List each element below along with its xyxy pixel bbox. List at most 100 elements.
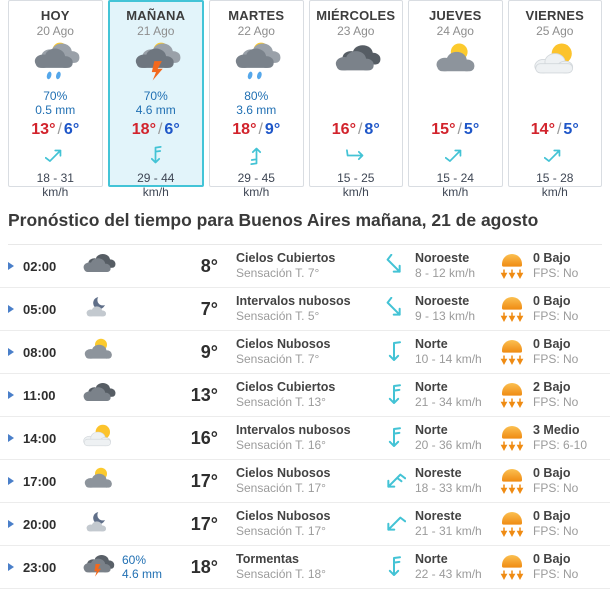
expand-row-icon[interactable]: [8, 563, 14, 571]
dark-clouds-icon: [80, 380, 116, 410]
expand-row-icon[interactable]: [8, 305, 14, 313]
day-card-jueves[interactable]: JUEVES 24 Ago 15°/5° 15 - 24 km/h: [408, 0, 503, 199]
uv-info: 0 Bajo FPS: No: [533, 552, 579, 582]
hourly-row-0800[interactable]: 08:00 9° Cielos Nubosos Sensación T. 7° N…: [0, 331, 610, 374]
wind-speed-range: 15 - 24: [436, 171, 474, 185]
wind-info: Noroeste 9 - 13 km/h: [415, 294, 476, 324]
temp-max: 16°: [331, 121, 356, 138]
expand-row-icon[interactable]: [8, 520, 14, 528]
hour-temperature: 16°: [190, 427, 218, 448]
uv-index-icon: [499, 296, 525, 322]
condition-info: Cielos Nubosos Sensación T. 17°: [236, 509, 331, 539]
moon-cloud-icon: [80, 509, 116, 539]
wind-speed-unit: km/h: [342, 185, 369, 200]
wind-speed-range: 29 - 45: [237, 171, 275, 185]
day-card-martes[interactable]: MARTES 22 Ago 80% 3.6 mm 18°/9° 29 - 45 k…: [209, 0, 304, 199]
uv-index-icon: [499, 511, 525, 537]
expand-row-icon[interactable]: [8, 391, 14, 399]
sun-behind-cloud-icon: [80, 466, 116, 496]
uv-info: 0 Bajo FPS: No: [533, 251, 579, 281]
day-date: 21 Ago: [137, 24, 175, 38]
uv-index-icon: [499, 554, 525, 580]
precipitation-info: 60% 4.6 mm: [122, 552, 163, 581]
hour-label: 05:00: [23, 301, 57, 317]
day-card-hoy[interactable]: HOY 20 Ago 70% 0.5 mm 13°/6° 18 - 31 km/h: [8, 0, 103, 199]
hour-label: 14:00: [23, 430, 57, 446]
sun-behind-cloud-icon: [429, 41, 481, 83]
hourly-row-2000[interactable]: 20:00 17° Cielos Nubosos Sensación T. 17°…: [0, 503, 610, 546]
day-name: MAÑANA: [126, 8, 186, 23]
wind-direction-icon: [382, 297, 406, 321]
hour-label: 11:00: [23, 387, 56, 403]
day-card-viernes[interactable]: VIERNES 25 Ago 14°/5° 15 - 28 km/h: [507, 0, 602, 199]
day-date: 23 Ago: [337, 24, 375, 38]
expand-row-icon[interactable]: [8, 348, 14, 356]
wind-direction-icon: [246, 145, 267, 166]
wind-speed-range: 15 - 28: [536, 171, 574, 185]
wind-direction-icon: [382, 254, 406, 278]
hourly-row-0200[interactable]: 02:00 8° Cielos Cubiertos Sensación T. 7°…: [0, 245, 610, 288]
day-card-miercoles[interactable]: MIÉRCOLES 23 Ago 16°/8° 15 - 25 km/h: [308, 0, 403, 199]
wind-direction-icon: [45, 145, 66, 166]
temperature-range: 14°/5°: [530, 121, 579, 138]
hour-temperature: 8°: [200, 255, 218, 276]
dark-clouds-icon: [80, 251, 116, 281]
hourly-row-1400[interactable]: 14:00 16° Intervalos nubosos Sensación T.…: [0, 417, 610, 460]
sun-white-cloud-icon: [80, 423, 116, 453]
temp-max: 18°: [232, 121, 257, 138]
wind-direction-icon: [445, 145, 466, 166]
wind-direction-icon: [345, 145, 366, 166]
hourly-row-2300[interactable]: 23:00 60% 4.6 mm 18° Tormentas Sensación T…: [0, 546, 610, 589]
wind-direction-icon: [382, 512, 406, 536]
wind-direction-icon: [382, 555, 406, 579]
uv-index-icon: [499, 253, 525, 279]
day-name: MARTES: [228, 8, 285, 23]
precipitation-info: 80% 3.6 mm: [236, 89, 277, 118]
cloud-rain-sun-icon: [29, 41, 81, 83]
wind-speed-unit: km/h: [142, 185, 169, 200]
temp-min: 5°: [563, 121, 579, 138]
wind-info: Noreste 21 - 31 km/h: [415, 509, 482, 539]
expand-row-icon[interactable]: [8, 262, 14, 270]
wind-direction-icon: [382, 469, 406, 493]
hour-temperature: 13°: [190, 384, 218, 405]
uv-index-icon: [499, 382, 525, 408]
wind-speed-unit: km/h: [541, 185, 568, 200]
day-date: 20 Ago: [36, 24, 74, 38]
day-name: HOY: [40, 8, 70, 23]
wind-speed-range: 15 - 25: [337, 171, 375, 185]
hour-label: 23:00: [23, 559, 57, 575]
precipitation-info: [509, 89, 602, 117]
hour-label: 08:00: [23, 344, 57, 360]
hour-temperature: 9°: [200, 341, 218, 362]
temperature-range: 18°/6°: [131, 121, 180, 138]
condition-info: Cielos Cubiertos Sensación T. 13°: [236, 380, 336, 410]
hourly-row-1100[interactable]: 11:00 13° Cielos Cubiertos Sensación T. 1…: [0, 374, 610, 417]
day-date: 25 Ago: [536, 24, 574, 38]
cloud-lightning-icon: [80, 552, 116, 582]
expand-row-icon[interactable]: [8, 434, 14, 442]
temp-min: 9°: [264, 121, 281, 138]
sun-white-cloud-icon: [529, 41, 581, 83]
condition-info: Intervalos nubosos Sensación T. 5°: [236, 294, 351, 324]
hour-temperature: 18°: [190, 556, 218, 577]
wind-info: Noroeste 8 - 12 km/h: [415, 251, 476, 281]
temperature-range: 18°/9°: [232, 121, 281, 138]
hour-label: 02:00: [23, 258, 57, 274]
temp-max: 14°: [530, 121, 555, 138]
wind-info: Norte 21 - 34 km/h: [415, 380, 482, 410]
hourly-row-1700[interactable]: 17:00 17° Cielos Nubosos Sensación T. 17°…: [0, 460, 610, 503]
wind-speed-unit: km/h: [442, 185, 469, 200]
uv-info: 0 Bajo FPS: No: [533, 466, 579, 496]
temp-min: 5°: [463, 121, 480, 138]
expand-row-icon[interactable]: [8, 477, 14, 485]
day-date: 22 Ago: [237, 24, 275, 38]
uv-index-icon: [499, 339, 525, 365]
hourly-row-0500[interactable]: 05:00 7° Intervalos nubosos Sensación T. …: [0, 288, 610, 331]
precipitation-info: 70% 4.6 mm: [135, 89, 176, 118]
precipitation-info: [310, 89, 403, 117]
day-card-manana-selected[interactable]: MAÑANA 21 Ago 70% 4.6 mm 18°/6° 29 - 44 k…: [107, 0, 204, 199]
condition-info: Cielos Nubosos Sensación T. 7°: [236, 337, 331, 367]
condition-info: Cielos Cubiertos Sensación T. 7°: [236, 251, 336, 281]
condition-info: Intervalos nubosos Sensación T. 16°: [236, 423, 351, 453]
